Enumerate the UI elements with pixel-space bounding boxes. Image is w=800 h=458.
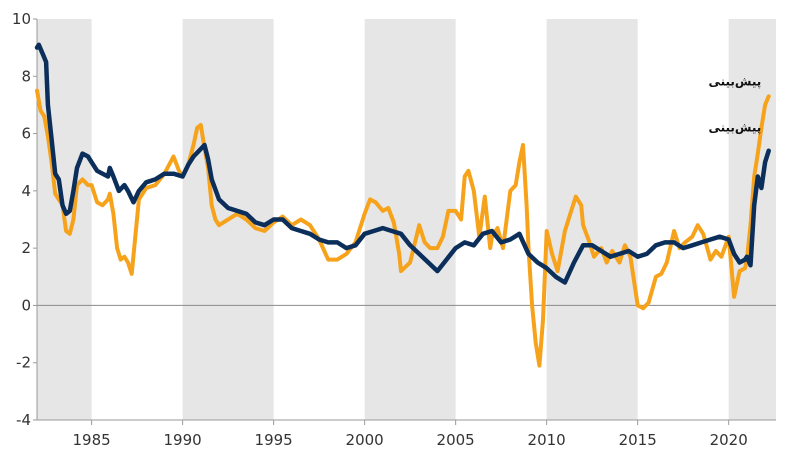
annotations: پیش‌بینی پیش‌بینی [708, 75, 761, 135]
y-tick-labels: 10 8 6 4 2 0 -2 -4 [12, 10, 37, 429]
series-line-0 [35, 88, 771, 368]
shaded-band-3 [546, 19, 638, 420]
shaded-bands [37, 19, 776, 420]
y-tick-label: 10 [12, 10, 31, 28]
forecast-label-1: پیش‌بینی [708, 121, 761, 135]
y-tick-label: 6 [21, 125, 31, 143]
x-tick-label: 2010 [528, 431, 566, 449]
y-tick-label: 8 [21, 67, 31, 85]
x-tick-label: 2000 [346, 431, 384, 449]
x-tick-label: 1990 [164, 431, 202, 449]
x-tick-label: 2015 [619, 431, 657, 449]
y-tick-label: 0 [21, 296, 31, 314]
shaded-band-2 [364, 19, 456, 420]
x-tick-label: 2005 [437, 431, 475, 449]
y-tick-label: 4 [21, 182, 31, 200]
x-tick-label: 1995 [255, 431, 293, 449]
x-tick-label: 2020 [710, 431, 748, 449]
axes [36, 19, 776, 421]
x-tick-label: 1985 [73, 431, 111, 449]
series-lines [34, 42, 771, 368]
series-line-1 [34, 42, 771, 285]
y-tick-label: -2 [16, 354, 31, 372]
forecast-label-0: پیش‌بینی [708, 75, 761, 89]
x-tick-labels: 1985 1990 1995 2000 2005 2010 2015 2020 [73, 420, 748, 449]
y-tick-label: 2 [21, 239, 31, 257]
y-tick-label: -4 [16, 411, 31, 429]
